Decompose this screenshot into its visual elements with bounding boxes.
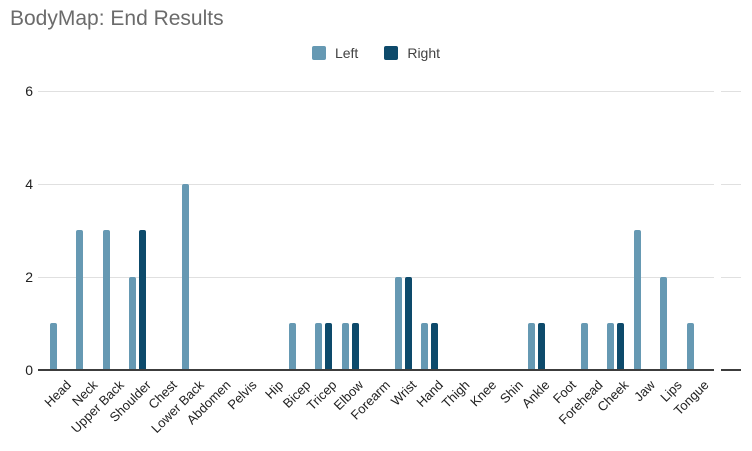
- bar-right: [537, 323, 545, 370]
- bar-right: [139, 230, 147, 370]
- legend-swatch-left: [311, 46, 326, 60]
- bar-left: [341, 323, 349, 370]
- bar-right: [404, 277, 412, 370]
- gridline: [38, 277, 714, 278]
- x-axis-label: Knee: [466, 377, 499, 410]
- bar-left: [580, 323, 588, 370]
- legend-swatch-right: [384, 46, 399, 60]
- bar-left: [527, 323, 535, 370]
- bar-left: [102, 230, 110, 370]
- bar-left: [76, 230, 84, 370]
- bar-left: [129, 277, 137, 370]
- bar-left: [394, 277, 402, 370]
- x-axis-label: Jaw: [631, 377, 659, 405]
- bar-left: [686, 323, 694, 370]
- gridline: [38, 91, 714, 92]
- legend-label: Left: [334, 45, 359, 61]
- y-axis-label: 4: [25, 176, 33, 192]
- legend-label: Right: [407, 45, 441, 61]
- bar-left: [49, 323, 57, 370]
- gridline: [721, 277, 741, 278]
- gridline: [38, 184, 714, 185]
- y-axis-label: 2: [25, 269, 33, 285]
- gridline: [721, 91, 741, 92]
- bar-right: [431, 323, 439, 370]
- legend-item-right: Right: [384, 45, 440, 61]
- legend-item-left: Left: [311, 45, 359, 61]
- bar-left: [607, 323, 615, 370]
- x-axis-label: Ankle: [518, 377, 552, 411]
- bar-left: [633, 230, 641, 370]
- chart-title: BodyMap: End Results: [10, 7, 224, 30]
- x-axis-label: Hand: [413, 377, 446, 410]
- bar-right: [325, 323, 333, 370]
- x-axis-line: [38, 369, 714, 371]
- bar-left: [182, 184, 190, 370]
- bar-right: [617, 323, 625, 370]
- bar-left: [315, 323, 323, 370]
- y-axis-label: 6: [25, 83, 33, 99]
- chart-legend: Left Right: [0, 45, 752, 61]
- bar-left: [421, 323, 429, 370]
- x-axis-line: [721, 369, 741, 371]
- y-axis-label: 0: [25, 362, 33, 378]
- bar-right: [351, 323, 359, 370]
- bar-left: [288, 323, 296, 370]
- x-axis-label: Thigh: [438, 377, 473, 411]
- x-axis-label: Head: [41, 377, 74, 410]
- x-axis-label: Pelvis: [224, 377, 260, 413]
- bar-left: [660, 277, 668, 370]
- x-axis-label: Wrist: [387, 377, 420, 409]
- gridline: [721, 184, 741, 185]
